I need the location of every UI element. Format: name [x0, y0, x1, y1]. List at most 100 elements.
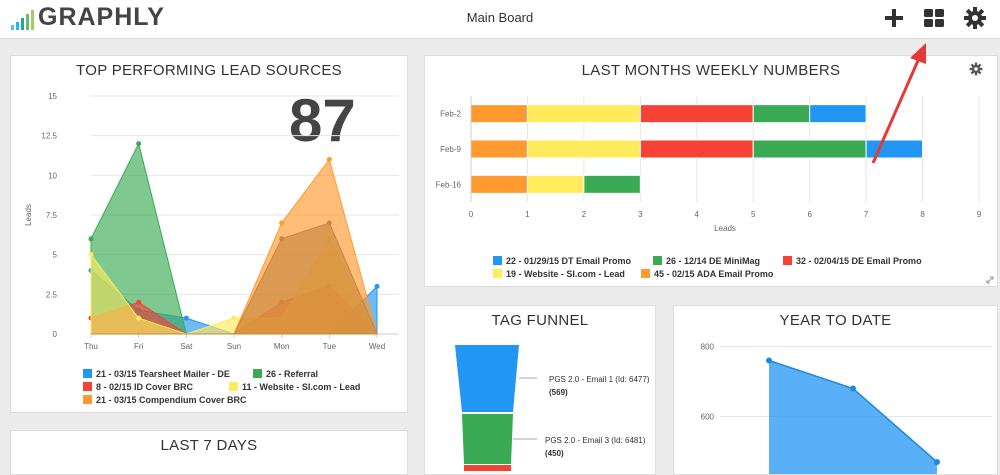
- legend-label: 19 - Website - SI.com - Lead: [506, 269, 625, 279]
- legend-label: 32 - 02/04/15 DE Email Promo: [796, 256, 922, 266]
- legend-swatch: [253, 369, 262, 378]
- plus-icon[interactable]: [882, 6, 906, 30]
- legend-item[interactable]: 21 - 03/15 Compendium Cover BRC: [83, 395, 247, 405]
- legend-item[interactable]: 19 - Website - SI.com - Lead: [493, 269, 625, 279]
- bar-segment: [584, 175, 640, 193]
- y-tick-label: 10: [48, 171, 57, 180]
- y-tick-label: Feb-9: [440, 145, 461, 154]
- x-tick-label: Fri: [134, 342, 144, 351]
- legend-item[interactable]: 22 - 01/29/15 DT Email Promo: [493, 256, 631, 266]
- funnel-step-3: [464, 465, 511, 471]
- resize-handle-icon[interactable]: [985, 275, 995, 285]
- legend-item[interactable]: 11 - Website - SI.com - Lead: [229, 382, 360, 392]
- y-tick-label: 0: [53, 330, 58, 339]
- y-tick-label: 15: [48, 92, 57, 101]
- bar-segment: [471, 140, 527, 158]
- x-tick-label: 0: [469, 210, 474, 219]
- x-tick-label: Tue: [323, 342, 337, 351]
- board-title: Main Board: [0, 10, 1000, 25]
- data-point: [327, 220, 332, 225]
- data-point: [279, 236, 284, 241]
- legend-swatch: [493, 256, 502, 265]
- x-tick-label: Thu: [84, 342, 98, 351]
- grid-icon[interactable]: [922, 6, 946, 30]
- y-tick-label: 12.5: [41, 132, 57, 141]
- data-point: [850, 386, 856, 392]
- funnel-step-1: [455, 345, 519, 412]
- area-fill: [769, 361, 937, 475]
- x-tick-label: 7: [864, 210, 869, 219]
- y-tick-label: 800: [701, 343, 715, 352]
- legend-label: 8 - 02/15 ID Cover BRC: [96, 382, 193, 392]
- x-tick-label: 9: [977, 210, 982, 219]
- data-point: [184, 316, 189, 321]
- legend-label: 22 - 01/29/15 DT Email Promo: [506, 256, 631, 266]
- gear-icon[interactable]: [963, 6, 987, 30]
- bar-segment: [527, 140, 640, 158]
- legend-label: 21 - 03/15 Compendium Cover BRC: [96, 395, 247, 405]
- x-axis-label: Leads: [714, 224, 736, 233]
- y-tick-label: Feb-2: [440, 110, 461, 119]
- data-point: [279, 220, 284, 225]
- y-tick-label: 600: [701, 413, 715, 422]
- lead-sources-legend: 21 - 03/15 Tearsheet Mailer - DE 26 - Ref…: [83, 369, 403, 409]
- bar-segment: [527, 105, 640, 123]
- legend-swatch: [493, 269, 502, 278]
- legend-label: 11 - Website - SI.com - Lead: [242, 382, 360, 392]
- legend-item[interactable]: 45 - 02/15 ADA Email Promo: [641, 269, 773, 279]
- legend-swatch: [229, 382, 238, 391]
- y-tick-label: 2.5: [46, 290, 58, 299]
- bar-segment: [471, 105, 527, 123]
- legend-swatch: [641, 269, 650, 278]
- legend-item[interactable]: 26 - Referral: [253, 369, 318, 379]
- x-tick-label: 2: [582, 210, 587, 219]
- x-tick-label: Sat: [180, 342, 193, 351]
- x-tick-label: 4: [695, 210, 700, 219]
- data-point: [375, 284, 380, 289]
- funnel-step-1-count: (569): [549, 388, 568, 397]
- tag-funnel-chart: PGS 2.0 - Email 1 (Id: 6477) (569) PGS 2…: [425, 306, 656, 475]
- funnel-step-2-count: (450): [545, 449, 564, 458]
- y-tick-label: 7.5: [46, 211, 58, 220]
- y-tick-label: Feb-16: [436, 180, 462, 189]
- legend-swatch: [783, 256, 792, 265]
- funnel-step-1-label: PGS 2.0 - Email 1 (Id: 6477): [549, 375, 650, 384]
- legend-item[interactable]: 26 - 12/14 DE MiniMag: [653, 256, 760, 266]
- last-7-days-panel: LAST 7 DAYS: [10, 430, 408, 475]
- x-tick-label: 5: [751, 210, 756, 219]
- data-point: [232, 316, 237, 321]
- x-tick-label: 3: [638, 210, 643, 219]
- data-point: [136, 316, 141, 321]
- x-tick-label: Wed: [369, 342, 385, 351]
- legend-swatch: [83, 369, 92, 378]
- legend-swatch: [83, 395, 92, 404]
- data-point: [136, 300, 141, 305]
- x-tick-label: 6: [807, 210, 812, 219]
- y-axis-label: Leads: [24, 204, 33, 226]
- data-point: [327, 157, 332, 162]
- legend-item[interactable]: 21 - 03/15 Tearsheet Mailer - DE: [83, 369, 230, 379]
- bar-segment: [640, 105, 753, 123]
- top-bar: GRAPHLY Main Board: [0, 0, 1000, 39]
- data-point: [136, 141, 141, 146]
- data-point: [89, 236, 94, 241]
- bar-segment: [527, 175, 583, 193]
- bar-segment: [753, 140, 866, 158]
- funnel-step-2: [462, 414, 513, 464]
- data-point: [766, 358, 772, 364]
- x-tick-label: 1: [525, 210, 530, 219]
- x-tick-label: 8: [920, 210, 925, 219]
- bar-segment: [471, 175, 527, 193]
- legend-item[interactable]: 32 - 02/04/15 DE Email Promo: [783, 256, 922, 266]
- bar-segment: [753, 105, 809, 123]
- panel-title: LAST 7 DAYS: [11, 437, 407, 454]
- bar-segment: [866, 140, 922, 158]
- weekly-legend: 22 - 01/29/15 DT Email Promo 26 - 12/14 D…: [493, 256, 993, 284]
- legend-item[interactable]: 8 - 02/15 ID Cover BRC: [83, 382, 193, 392]
- x-tick-label: Sun: [227, 342, 241, 351]
- weekly-chart: 0 1 2 3 4 5 6 7 8 9 Leads Feb-2 Feb-9 Feb-16: [425, 56, 998, 246]
- y-tick-label: 5: [53, 251, 58, 260]
